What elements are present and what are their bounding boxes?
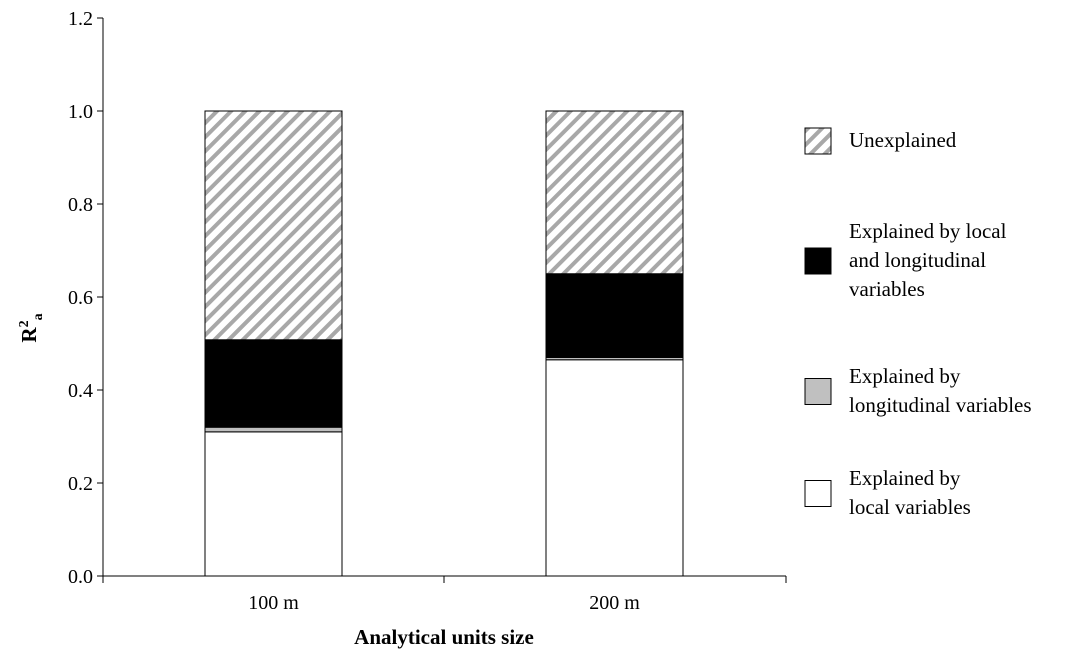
legend: Unexplained Explained by local and longitu… bbox=[804, 127, 1032, 519]
bar-segment bbox=[545, 273, 684, 358]
y-tick-label: 1.0 bbox=[68, 101, 93, 123]
legend-label: Unexplained bbox=[849, 128, 957, 152]
y-axis-title: R2a bbox=[17, 313, 46, 342]
y-tick-label: 0.0 bbox=[68, 566, 93, 588]
y-tick-label: 0.8 bbox=[68, 194, 93, 216]
bar-segment bbox=[545, 359, 684, 577]
legend-swatch bbox=[804, 480, 832, 507]
y-tick-label: 0.4 bbox=[68, 380, 93, 402]
bar-segment bbox=[545, 110, 684, 275]
legend-item: Unexplained bbox=[804, 127, 957, 155]
legend-item: Explained by local variables bbox=[804, 466, 971, 519]
x-tick-label: 200 m bbox=[589, 592, 640, 614]
y-axis-title-sup: 2 bbox=[17, 320, 32, 327]
legend-label: Explained by bbox=[849, 364, 961, 388]
y-tick-label: 1.2 bbox=[68, 8, 93, 30]
legend-label: Explained by bbox=[849, 466, 961, 490]
x-tick-label: 100 m bbox=[248, 592, 299, 614]
plot-area: 0.0 0.2 0.4 0.6 0.8 1.0 1.2 100 m 200 m bbox=[68, 8, 787, 614]
y-axis-title-sub: a bbox=[31, 313, 46, 320]
y-tick-label: 0.2 bbox=[68, 473, 93, 495]
legend-label: and longitudinal bbox=[849, 248, 986, 272]
legend-label: local variables bbox=[849, 495, 971, 519]
bar-segment bbox=[204, 339, 343, 428]
legend-label: longitudinal variables bbox=[849, 393, 1032, 417]
svg-text:R2a: R2a bbox=[17, 313, 46, 342]
legend-item: Explained by local and longitudinal variab… bbox=[804, 219, 1007, 301]
legend-swatch bbox=[804, 127, 832, 155]
x-axis-title: Analytical units size bbox=[354, 625, 534, 649]
bar-segment bbox=[204, 431, 343, 577]
y-axis-title-main: R bbox=[17, 327, 41, 343]
legend-swatch bbox=[804, 247, 832, 275]
legend-item: Explained by longitudinal variables bbox=[804, 364, 1032, 417]
bar-segment bbox=[204, 426, 343, 433]
legend-swatch bbox=[804, 378, 832, 405]
legend-label: Explained by local bbox=[849, 219, 1007, 243]
bar-segment bbox=[204, 110, 343, 341]
y-tick-label: 0.6 bbox=[68, 287, 93, 309]
legend-label: variables bbox=[849, 277, 925, 301]
